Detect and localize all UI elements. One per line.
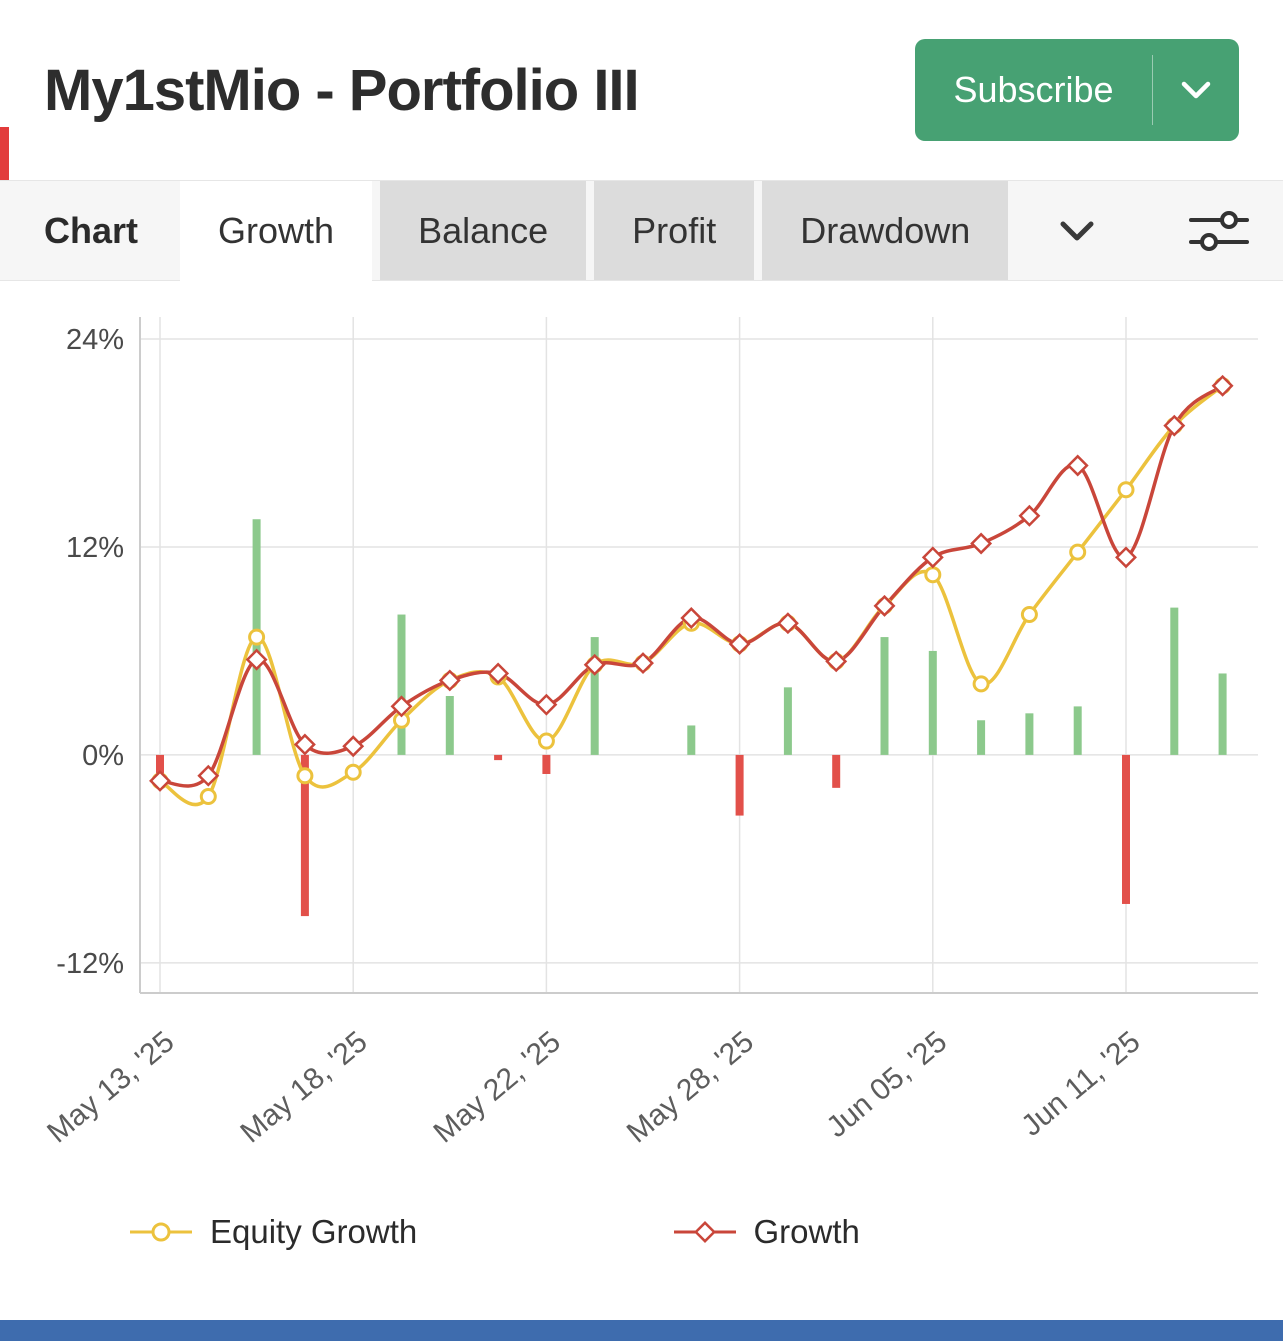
svg-text:May 18, '25: May 18, '25 (234, 1025, 373, 1149)
svg-text:0%: 0% (82, 740, 124, 772)
legend-item-equity-growth[interactable]: Equity Growth (128, 1213, 642, 1251)
tabbar-spacer (1096, 181, 1189, 280)
svg-text:Jun 11, '25: Jun 11, '25 (1015, 1025, 1146, 1143)
left-edge-red-marker (0, 127, 9, 180)
chart-area: 24% 12% 0% -12% May 13, '25 May 18, '25 May 22… (0, 281, 1283, 1251)
svg-text:Jun 05, '25: Jun 05, '25 (820, 1025, 953, 1144)
subscribe-divider (1152, 55, 1153, 125)
sliders-icon (1189, 210, 1249, 251)
tabs-overflow-button[interactable] (1058, 181, 1096, 280)
legend-label-growth: Growth (753, 1213, 860, 1250)
svg-text:-12%: -12% (56, 948, 124, 980)
tab-drawdown[interactable]: Drawdown (762, 181, 1009, 280)
svg-text:24%: 24% (66, 324, 124, 356)
legend-label-equity-growth: Equity Growth (210, 1213, 418, 1250)
page-title: My1stMio - Portfolio III (44, 57, 640, 123)
svg-text:May 22, '25: May 22, '25 (428, 1025, 567, 1149)
growth-marker-icon (673, 1221, 736, 1243)
tab-chart[interactable]: Chart (44, 209, 139, 251)
chart-legend: Equity Growth Growth (0, 1213, 1283, 1251)
subscribe-label[interactable]: Subscribe (953, 69, 1114, 110)
svg-text:May 28, '25: May 28, '25 (621, 1025, 760, 1149)
subscribe-dropdown-button[interactable] (1153, 39, 1239, 141)
growth-chart: 24% 12% 0% -12% May 13, '25 May 18, '25 May 22… (41, 317, 1258, 1149)
tab-growth[interactable]: Growth (180, 181, 373, 281)
svg-text:May 13, '25: May 13, '25 (41, 1025, 180, 1149)
tab-balance[interactable]: Balance (380, 181, 587, 280)
header: My1stMio - Portfolio III Subscribe (0, 0, 1283, 180)
tab-profit[interactable]: Profit (594, 181, 755, 280)
bottom-bar (0, 1320, 1283, 1341)
chevron-down-icon (1060, 221, 1094, 240)
equity-growth-marker-icon (130, 1222, 192, 1242)
svg-text:12%: 12% (66, 532, 124, 564)
subscribe-button[interactable]: Subscribe (915, 39, 1239, 141)
chevron-down-icon (1181, 81, 1211, 99)
legend-item-growth[interactable]: Growth (672, 1213, 1283, 1251)
chart-tabbar: Chart Growth Balance Profit Drawdown (0, 180, 1283, 281)
chart-settings-button[interactable] (1189, 181, 1249, 280)
